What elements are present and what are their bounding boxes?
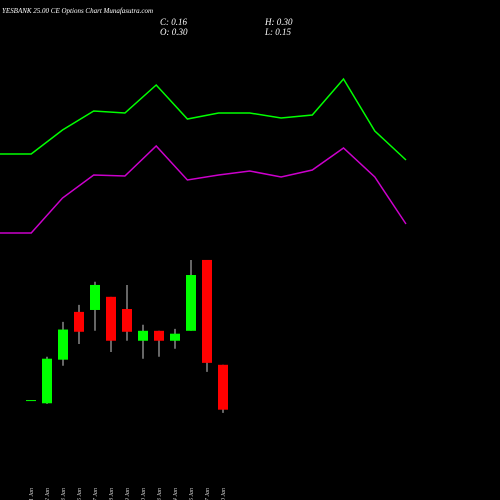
x-tick-label: 02 Jan	[45, 488, 51, 500]
x-tick-label: 13 Jan	[157, 488, 163, 500]
close-label: C: 0.16	[160, 17, 188, 27]
low-label: L: 0.15	[264, 27, 292, 37]
x-tick-label: 03 Jan	[61, 488, 67, 500]
x-tick-label: 14 Jan	[172, 488, 179, 500]
candle-body	[42, 358, 52, 404]
x-tick-label: 07 Jan	[93, 488, 99, 500]
candle-body	[58, 329, 68, 360]
x-tick-label: 20 Jan	[221, 488, 227, 500]
high-label: H: 0.30	[264, 17, 293, 27]
candle-body	[186, 275, 196, 331]
x-tick-label: 09 Jan	[125, 488, 131, 500]
indicator-line	[0, 144, 407, 234]
candle-body	[138, 330, 148, 341]
candle-body	[218, 364, 228, 410]
x-tick-label: 10 Jan	[141, 488, 147, 500]
candle-body	[202, 259, 212, 363]
candle-body	[122, 309, 132, 332]
candle-body	[26, 400, 36, 402]
x-tick-label: 16 Jan	[189, 488, 195, 500]
candle-body	[170, 333, 180, 341]
candle-body	[106, 296, 116, 341]
candle-body	[154, 330, 164, 341]
x-tick-label: 01 Jan	[29, 488, 35, 500]
candle-body	[74, 311, 84, 332]
x-tick-label: 17 Jan	[205, 488, 211, 500]
indicator-line	[0, 77, 407, 161]
open-label: O: 0.30	[160, 27, 188, 37]
x-tick-label: 06 Jan	[77, 488, 83, 500]
x-tick-label: 08 Jan	[109, 488, 115, 500]
candle-body	[90, 284, 100, 310]
chart-title: YESBANK 25.00 CE Options Chart Munafasut…	[2, 7, 153, 15]
